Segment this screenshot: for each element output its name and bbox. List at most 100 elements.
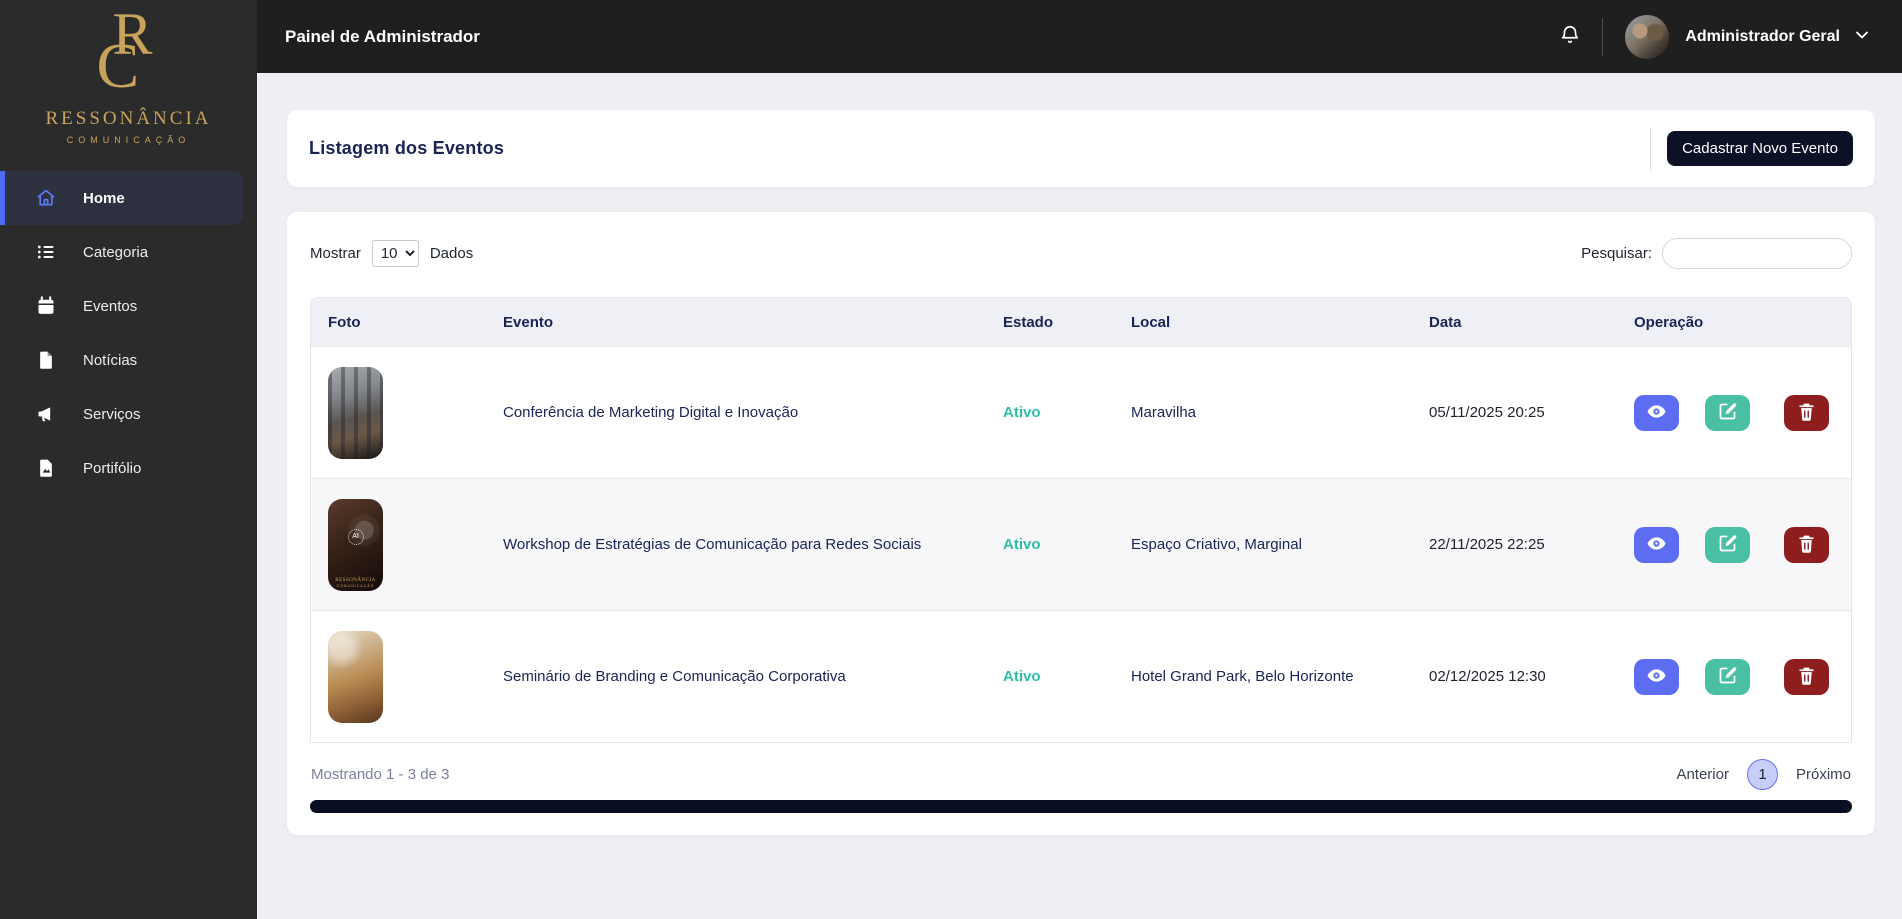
- page-size-group: Mostrar 10 Dados: [310, 240, 473, 267]
- eye-icon: [1646, 401, 1667, 425]
- data-label: Dados: [429, 245, 474, 262]
- category-list-icon: [35, 241, 57, 263]
- photo-cell: AI RESSONÂNCIA COMUNICAÇÃO: [311, 498, 486, 591]
- column-header-local: Local: [1131, 313, 1171, 331]
- events-table: Foto Evento Estado Local Data Operação C…: [310, 297, 1852, 743]
- pagination-next[interactable]: Próximo: [1795, 766, 1851, 783]
- ai-badge: AI: [347, 528, 364, 545]
- trash-icon: [1796, 665, 1817, 689]
- status-badge: Ativo: [1003, 536, 1041, 553]
- operations-cell: [1617, 658, 1851, 695]
- topbar-right: Administrador Geral: [1556, 14, 1872, 59]
- sidebar-item-noticias[interactable]: Notícias: [0, 333, 257, 387]
- avatar[interactable]: [1625, 14, 1670, 59]
- event-photo: AI RESSONÂNCIA COMUNICAÇÃO: [328, 498, 383, 591]
- table-info: Mostrando 1 - 3 de 3: [311, 766, 450, 783]
- horizontal-scrollbar[interactable]: [310, 800, 1852, 813]
- edit-pencil-icon: [1717, 665, 1738, 689]
- show-label: Mostrar: [310, 245, 361, 262]
- delete-button[interactable]: [1784, 658, 1829, 695]
- event-name: Seminário de Branding e Comunicação Corp…: [503, 668, 846, 685]
- edit-button[interactable]: [1705, 394, 1750, 431]
- photo-cell: [311, 366, 486, 459]
- heading-divider: [1650, 126, 1652, 171]
- edit-pencil-icon: [1717, 533, 1738, 557]
- topbar: Painel de Administrador Administrador Ge…: [257, 0, 1902, 73]
- delete-button[interactable]: [1784, 526, 1829, 563]
- pagination: Anterior 1 Próximo: [1676, 759, 1851, 790]
- event-photo: [328, 366, 383, 459]
- heading-card-right: Cadastrar Novo Evento: [1650, 126, 1853, 171]
- sidebar-item-portifolio[interactable]: Portifólio: [0, 441, 257, 495]
- view-button[interactable]: [1634, 526, 1679, 563]
- sidebar-item-home[interactable]: Home: [0, 171, 243, 225]
- table-header-row: Foto Evento Estado Local Data Operação: [311, 298, 1851, 346]
- chevron-down-icon: [1852, 25, 1872, 48]
- events-table-card: Mostrar 10 Dados Pesquisar: Foto Evento …: [287, 212, 1875, 835]
- photo-cell: [311, 630, 486, 723]
- photo-caption-sub: COMUNICAÇÃO: [336, 583, 375, 588]
- edit-pencil-icon: [1717, 401, 1738, 425]
- delete-button[interactable]: [1784, 394, 1829, 431]
- trash-icon: [1796, 401, 1817, 425]
- file-image-icon: [35, 457, 57, 479]
- sidebar-item-servicos[interactable]: Serviços: [0, 387, 257, 441]
- table-row: Seminário de Branding e Comunicação Corp…: [311, 610, 1851, 742]
- heading-card: Listagem dos Eventos Cadastrar Novo Even…: [287, 110, 1875, 187]
- event-date: 22/11/2025 22:25: [1429, 536, 1545, 553]
- event-name: Workshop de Estratégias de Comunicação p…: [503, 536, 922, 553]
- brand-monogram-icon: R C: [79, 4, 179, 106]
- page-title: Painel de Administrador: [285, 26, 480, 46]
- photo-caption: RESSONÂNCIA: [335, 577, 376, 583]
- table-controls: Mostrar 10 Dados Pesquisar:: [310, 238, 1852, 269]
- eye-icon: [1646, 533, 1667, 557]
- notifications-button[interactable]: [1556, 23, 1584, 51]
- monogram-letter-c: C: [96, 30, 140, 101]
- edit-button[interactable]: [1705, 658, 1750, 695]
- sidebar-menu: Home Categoria Eventos Notícias Serviços: [0, 171, 257, 495]
- topbar-divider: [1602, 17, 1604, 56]
- sidebar-item-label: Categoria: [83, 243, 149, 261]
- table-row: Conferência de Marketing Digital e Inova…: [311, 346, 1851, 478]
- pagination-page-1[interactable]: 1: [1746, 759, 1778, 790]
- page-heading: Listagem dos Eventos: [309, 138, 505, 158]
- event-local: Maravilha: [1131, 404, 1197, 421]
- brand-logo: R C RESSONÂNCIA COMUNICAÇÃO: [0, 0, 257, 145]
- calendar-icon: [35, 295, 57, 317]
- user-menu[interactable]: Administrador Geral: [1685, 25, 1872, 48]
- sidebar-item-label: Home: [83, 189, 125, 207]
- view-button[interactable]: [1634, 394, 1679, 431]
- pagination-previous[interactable]: Anterior: [1676, 766, 1729, 783]
- user-name: Administrador Geral: [1685, 27, 1840, 45]
- home-icon: [35, 187, 57, 209]
- sidebar-item-categoria[interactable]: Categoria: [0, 225, 257, 279]
- search-input[interactable]: [1662, 238, 1852, 269]
- megaphone-icon: [35, 403, 57, 425]
- event-date: 05/11/2025 20:25: [1429, 404, 1545, 421]
- sidebar: R C RESSONÂNCIA COMUNICAÇÃO Home Categor…: [0, 0, 257, 919]
- search-group: Pesquisar:: [1581, 238, 1852, 269]
- event-date: 02/12/2025 12:30: [1429, 668, 1546, 685]
- sidebar-item-label: Portifólio: [83, 459, 142, 477]
- event-local: Espaço Criativo, Marginal: [1131, 536, 1302, 553]
- column-header-operacao: Operação: [1634, 313, 1704, 331]
- table-row: AI RESSONÂNCIA COMUNICAÇÃO Workshop de E…: [311, 478, 1851, 610]
- operations-cell: [1617, 526, 1851, 563]
- brand-subtitle: COMUNICAÇÃO: [66, 135, 191, 145]
- operations-cell: [1617, 394, 1851, 431]
- column-header-data: Data: [1429, 313, 1462, 331]
- sidebar-item-label: Eventos: [83, 297, 138, 315]
- sidebar-item-eventos[interactable]: Eventos: [0, 279, 257, 333]
- document-icon: [35, 349, 57, 371]
- monogram-letter-r: R: [112, 1, 153, 67]
- column-header-foto: Foto: [328, 313, 361, 331]
- main-area: Painel de Administrador Administrador Ge…: [257, 0, 1902, 919]
- create-event-button[interactable]: Cadastrar Novo Evento: [1667, 131, 1853, 166]
- edit-button[interactable]: [1705, 526, 1750, 563]
- status-badge: Ativo: [1003, 668, 1041, 685]
- column-header-evento: Evento: [503, 313, 554, 331]
- event-local: Hotel Grand Park, Belo Horizonte: [1131, 668, 1354, 685]
- view-button[interactable]: [1634, 658, 1679, 695]
- content-area: Listagem dos Eventos Cadastrar Novo Even…: [257, 73, 1902, 919]
- page-size-select[interactable]: 10: [371, 240, 419, 267]
